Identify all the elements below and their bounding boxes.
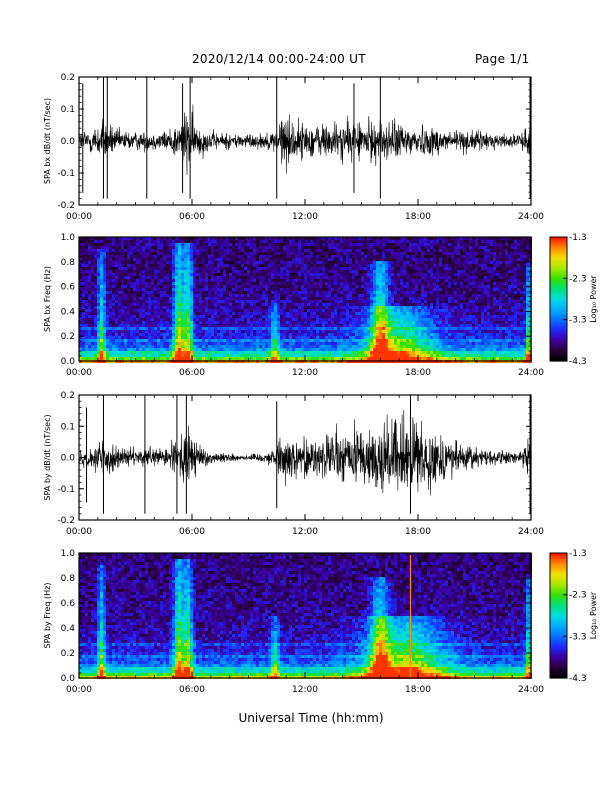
bx-spectrogram-y-tick-label: 0.8 [61, 258, 76, 268]
by-spectrogram-chart: -1.3 -2.3 -3.3 -4.3 Log₁₀ Power 1.0 0.8 0.6 0.4 0… [43, 549, 598, 695]
by-spectrogram-cells [79, 553, 532, 679]
bx-spectrogram-y-tick-label: 0.0 [61, 357, 76, 367]
bx-spectrogram-colorbar-frame [549, 236, 568, 362]
bx-spectrogram-y-axis-label: SPA bx Freq (Hz) [43, 266, 52, 332]
by-spectrogram-colorbar-frame [549, 552, 568, 679]
by-spectrogram-y-tick-label: 1.0 [61, 549, 76, 559]
by-waveform-trace [79, 410, 531, 496]
bx-spectrogram-y-tick-label: 0.4 [61, 307, 76, 317]
bx-spectrogram-x-tick-label: 18:00 [405, 368, 431, 378]
bx-waveform-chart: 0.2 0.1 0.0 -0.1 -0.200:00 06:00 12:00 18:00 24:… [43, 73, 544, 222]
bx-spectrogram-cells [79, 237, 532, 363]
by-waveform-y-tick-label: 0.1 [61, 422, 75, 432]
by-spectrogram-y-tick-label: 0.6 [61, 599, 76, 609]
by-spectrogram-y-tick-label: 0.2 [61, 649, 75, 659]
by-waveform-y-axis-label: SPA by dB/dt (nT/sec) [43, 414, 52, 500]
by-spectrogram-x-tick-label: 06:00 [179, 685, 205, 695]
page-title: 2020/12/14 00:00-24:00 UT [192, 52, 366, 66]
by-waveform-chart: 0.2 0.1 0.0 -0.1 -0.200:00 06:00 12:00 18:00 24:… [43, 391, 544, 537]
bx-waveform-x-tick-label: 06:00 [179, 212, 205, 222]
bx-waveform-y-tick-label: -0.2 [57, 201, 75, 211]
by-spectrogram-colorbar: -1.3 -2.3 -3.3 -4.3 Log₁₀ Power [549, 549, 598, 684]
bx-spectrogram-colorbar-tick-label: -2.3 [569, 274, 587, 284]
bx-waveform-x-tick-label: 00:00 [66, 212, 92, 222]
bx-spectrogram-colorbar-tick-label: -4.3 [569, 357, 587, 367]
bx-waveform-x-tick-label: 18:00 [405, 212, 431, 222]
by-spectrogram-x-tick-label: 24:00 [518, 685, 544, 695]
bx-spectrogram-x-tick-label: 24:00 [518, 368, 544, 378]
bx-spectrogram-colorbar-tick-label: -3.3 [569, 316, 587, 326]
by-spectrogram-y-tick-label: 0.0 [61, 674, 76, 684]
bx-spectrogram-y-tick-label: 0.2 [61, 332, 75, 342]
by-waveform-x-tick-label: 24:00 [518, 527, 544, 537]
bx-spectrogram-colorbar-tick-label: -1.3 [569, 233, 587, 243]
bx-spectrogram-y-tick-label: 0.6 [61, 283, 76, 293]
by-spectrogram-colorbar-tick-label: -4.3 [569, 674, 587, 684]
bx-spectrogram-colorbar: -1.3 -2.3 -3.3 -4.3 Log₁₀ Power [549, 233, 598, 367]
by-spectrogram-y-tick-label: 0.4 [61, 624, 76, 634]
bx-waveform-y-axis-label: SPA bx dB/dt (nT/sec) [43, 98, 52, 184]
page-number: Page 1/1 [475, 52, 530, 66]
by-spectrogram-y-axis-label: SPA by Freq (Hz) [43, 583, 52, 649]
by-waveform-y-tick-label: -0.1 [57, 485, 75, 495]
bx-spectrogram-x-tick-label: 12:00 [292, 368, 318, 378]
by-spectrogram-colorbar-tick-label: -1.3 [569, 549, 587, 559]
by-spectrogram-colorbar-tick-label: -3.3 [569, 632, 587, 642]
by-spectrogram-y-tick-label: 0.8 [61, 574, 76, 584]
by-waveform-y-tick-label: 0.0 [61, 454, 76, 464]
bx-waveform-y-tick-label: 0.0 [61, 137, 76, 147]
bx-spectrogram-x-tick-label: 06:00 [179, 368, 205, 378]
by-waveform-y-tick-label: 0.2 [61, 391, 75, 401]
by-waveform-x-tick-label: 00:00 [66, 527, 92, 537]
bx-spectrogram-x-tick-label: 00:00 [66, 368, 92, 378]
bx-waveform-trace [79, 104, 531, 175]
by-waveform-x-tick-label: 18:00 [405, 527, 431, 537]
by-spectrogram-x-tick-label: 18:00 [405, 685, 431, 695]
bx-spectrogram-colorbar-label: Log₁₀ Power [589, 275, 598, 323]
by-spectrogram-colorbar-tick-label: -2.3 [569, 591, 587, 601]
bx-spectrogram-chart: -1.3 -2.3 -3.3 -4.3 Log₁₀ Power 1.0 0.8 0.6 0.4 0… [43, 233, 598, 378]
bx-waveform-y-tick-label: 0.1 [61, 105, 75, 115]
by-waveform-x-tick-label: 06:00 [179, 527, 205, 537]
bx-waveform-x-tick-label: 12:00 [292, 212, 318, 222]
bx-waveform-y-tick-label: -0.1 [57, 169, 75, 179]
by-spectrogram-x-tick-label: 00:00 [66, 685, 92, 695]
bx-waveform-x-tick-label: 24:00 [518, 212, 544, 222]
by-spectrogram-colorbar-label: Log₁₀ Power [589, 591, 598, 639]
bx-waveform-y-tick-label: 0.2 [61, 73, 75, 83]
by-waveform-y-tick-label: -0.2 [57, 516, 75, 526]
by-waveform-x-tick-label: 12:00 [292, 527, 318, 537]
bx-spectrogram-y-tick-label: 1.0 [61, 233, 76, 243]
x-axis-title: Universal Time (hh:mm) [238, 711, 384, 725]
by-spectrogram-x-tick-label: 12:00 [292, 685, 318, 695]
